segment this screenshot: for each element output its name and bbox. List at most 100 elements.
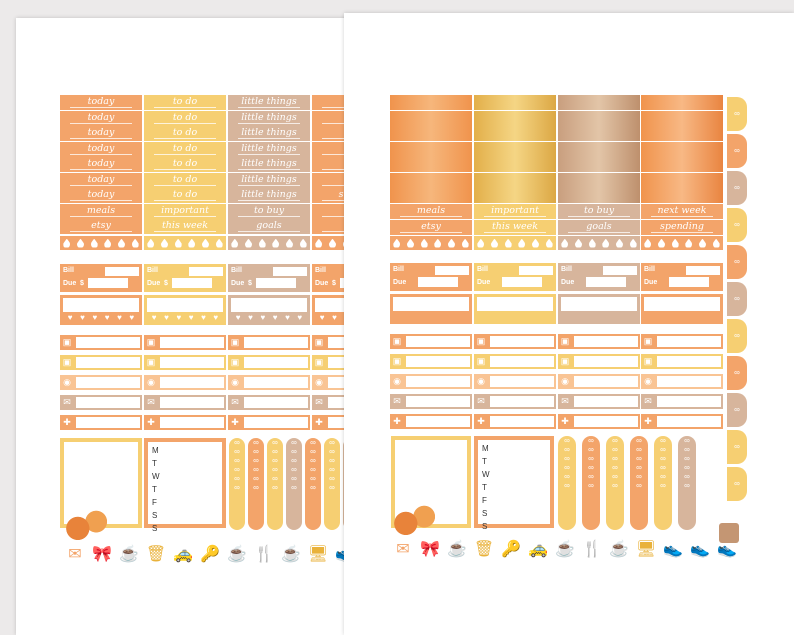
water-drop-icon <box>461 238 469 248</box>
bow-icon: ∞ <box>272 483 278 492</box>
heart-icon: ♥ <box>188 313 194 322</box>
water-drop-icon <box>147 238 155 248</box>
bow-icon: ∞ <box>564 472 570 481</box>
note-box <box>231 298 307 312</box>
header-sticker: little things <box>228 95 310 110</box>
bow-icon: ∞ <box>253 474 259 483</box>
header-sticker: today <box>60 126 142 141</box>
bill-label: Bill <box>644 266 655 273</box>
bow-icon: ∞ <box>684 445 690 454</box>
heart-icon: ♥ <box>104 313 110 322</box>
heart-icon: ♥ <box>319 313 325 322</box>
icon-cell: ◉ <box>144 375 158 390</box>
keys-icon: 🔑 <box>501 541 521 558</box>
bow-icon: ∞ <box>564 481 570 490</box>
header-sticker: to buy <box>228 203 310 219</box>
bow-icon: ∞ <box>329 465 335 474</box>
due-label: Due <box>393 279 407 286</box>
water-drop-icon <box>201 238 209 248</box>
header-sticker: little things <box>228 172 310 188</box>
scallop-strip: ∞∞∞∞∞∞ <box>606 436 624 530</box>
line-sticker <box>572 354 640 369</box>
water-drop-icon <box>131 238 139 248</box>
taxi-icon: 🚕 <box>528 541 548 558</box>
icon-cell: ▣ <box>228 355 242 370</box>
bill-sticker: Bill Due <box>558 263 640 291</box>
weekday-letter: F <box>482 496 487 505</box>
scallop-strip: ∞∞∞∞∞∞ <box>324 438 340 530</box>
note-sticker <box>474 294 556 324</box>
icon-cell: ▣ <box>390 334 404 349</box>
icon-cell: ◉ <box>390 374 404 389</box>
coffee-icon: ☕ <box>227 546 247 563</box>
glitter-header-sticker <box>390 172 472 188</box>
weekday-letter: S <box>152 511 158 520</box>
line-sticker <box>242 355 310 370</box>
line-sticker <box>404 374 472 389</box>
due-label: Due <box>231 280 245 287</box>
due-label: Due <box>644 279 658 286</box>
bill-box <box>519 266 553 275</box>
drops-strip <box>390 236 472 250</box>
glitter-header-sticker <box>641 126 723 141</box>
bow-icon: ∞ <box>564 454 570 463</box>
bow-icon: ∞ <box>588 481 594 490</box>
water-drop-icon <box>315 238 323 248</box>
note-box <box>561 297 637 311</box>
bow-icon: ∞ <box>272 465 278 474</box>
icon-cell: ✉ <box>558 394 572 409</box>
weekday-letter: F <box>152 498 157 507</box>
weekday-letter: T <box>482 457 487 466</box>
drops-strip <box>474 236 556 250</box>
bow-icon: ∞ <box>612 454 618 463</box>
scallop-strip: ∞∞∞∞∞∞ <box>267 438 283 530</box>
water-drop-icon <box>258 238 266 248</box>
line-sticker <box>655 394 723 409</box>
glitter-header-sticker <box>641 110 723 126</box>
weekday-letter: S <box>482 509 488 518</box>
amount-box <box>256 278 296 288</box>
bow-icon: ∞ <box>612 463 618 472</box>
icon-cell: ▣ <box>144 335 158 350</box>
bow-icon: ∞ <box>564 463 570 472</box>
glitter-header-sticker <box>641 172 723 188</box>
computer-icon: 🖥 <box>307 546 329 563</box>
heart-icon: ♥ <box>80 313 85 322</box>
header-sticker: to buy <box>558 204 640 219</box>
heart-icon: ♥ <box>117 313 122 322</box>
week-box-orange <box>474 436 554 528</box>
coffee-cup-icon: ☕ <box>281 546 301 563</box>
header-sticker: this week <box>474 219 556 235</box>
glitter-header-sticker <box>558 110 640 126</box>
sticker-sheet-right: meals etsy Bill Due ▣ ▣ ◉ ✉ ✚ important this week B… <box>344 13 794 635</box>
amount-box <box>88 278 128 288</box>
icon-cell: ◉ <box>558 374 572 389</box>
header-sticker: today <box>60 188 142 203</box>
line-sticker <box>404 354 472 369</box>
glitter-header-sticker <box>558 141 640 157</box>
trash-can-icon: 🗑 <box>473 541 495 558</box>
glitter-header-sticker <box>474 95 556 110</box>
bill-label: Bill <box>315 267 326 274</box>
header-sticker: little things <box>228 110 310 126</box>
glitter-header-sticker <box>641 157 723 172</box>
icon-cell: ▣ <box>641 334 655 349</box>
heart-icon: ♥ <box>235 313 241 322</box>
water-drop-icon <box>285 238 293 248</box>
amount-box <box>172 278 212 288</box>
line-sticker <box>572 334 640 349</box>
icon-cell: ✚ <box>474 414 488 429</box>
glitter-header-sticker <box>474 110 556 126</box>
header-sticker: etsy <box>60 219 142 234</box>
line-sticker <box>74 335 142 350</box>
heart-icon: ♥ <box>151 313 157 322</box>
bow-icon: ∞ <box>234 456 240 465</box>
bill-sticker: Bill Due <box>390 263 472 291</box>
due-label: Due <box>63 280 77 287</box>
water-drop-icon <box>602 238 610 248</box>
header-sticker: today <box>60 110 142 126</box>
glitter-header-sticker <box>558 126 640 141</box>
glitter-header-sticker <box>390 110 472 126</box>
bow-icon: ∞ <box>612 481 618 490</box>
